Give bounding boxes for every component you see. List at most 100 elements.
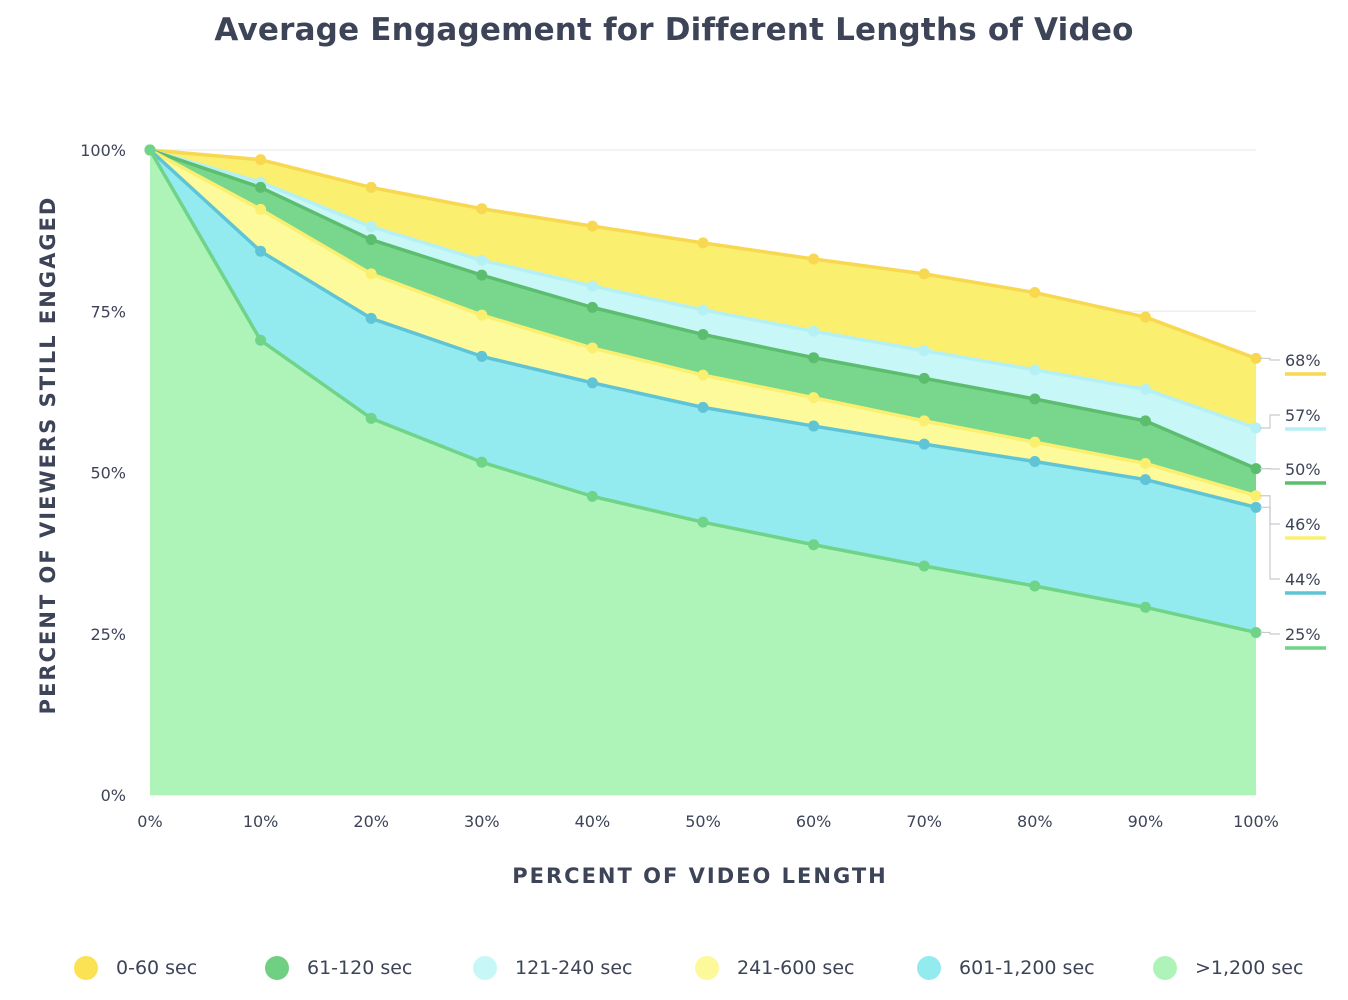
legend-swatch	[265, 956, 289, 980]
x-axis-title: PERCENT OF VIDEO LENGTH	[512, 864, 887, 888]
data-point	[1139, 415, 1151, 427]
data-point	[1250, 352, 1262, 364]
data-point	[918, 268, 930, 280]
data-point	[586, 220, 598, 232]
end-label: 46%	[1285, 515, 1321, 534]
legend-label: 241-600 sec	[737, 957, 855, 979]
data-point	[476, 203, 488, 215]
data-point	[1139, 457, 1151, 469]
data-point	[1029, 456, 1041, 468]
data-point	[808, 253, 820, 265]
data-point	[255, 245, 267, 257]
data-point	[1250, 422, 1262, 434]
data-point	[586, 377, 598, 389]
end-label: 57%	[1285, 406, 1321, 425]
data-point	[1250, 501, 1262, 513]
x-tick-label: 60%	[796, 812, 832, 831]
data-point	[476, 309, 488, 321]
data-point	[918, 438, 930, 450]
data-point	[1029, 580, 1041, 592]
end-label: 25%	[1285, 625, 1321, 644]
leader-line	[1260, 414, 1280, 429]
data-point	[808, 539, 820, 551]
data-point	[918, 415, 930, 427]
legend-swatch	[695, 956, 719, 980]
legend-item: 121-240 sec	[473, 950, 632, 986]
data-point	[365, 312, 377, 324]
data-point	[697, 516, 709, 528]
x-axis-ticks: 0% 10% 20% 30% 40% 50% 60% 70% 80% 90% 100%	[137, 812, 1279, 831]
legend-label: >1,200 sec	[1195, 957, 1304, 979]
leader-line	[1260, 506, 1280, 580]
x-tick-label: 50%	[685, 812, 721, 831]
data-point	[1139, 311, 1151, 323]
x-tick-label: 90%	[1128, 812, 1164, 831]
legend-label: 601-1,200 sec	[959, 957, 1095, 979]
legend-item: 61-120 sec	[265, 950, 412, 986]
data-point	[1029, 364, 1041, 376]
legend-item: 241-600 sec	[695, 950, 854, 986]
data-point	[918, 372, 930, 384]
y-tick-label: 100%	[80, 141, 126, 160]
data-point	[365, 234, 377, 246]
data-point	[476, 350, 488, 362]
data-point	[808, 420, 820, 432]
x-tick-label: 70%	[906, 812, 942, 831]
data-point	[476, 456, 488, 468]
leader-line	[1260, 357, 1280, 361]
area-layers	[150, 150, 1256, 795]
y-tick-label: 50%	[90, 464, 126, 483]
legend: 0-60 sec 61-120 sec 121-240 sec 241-600 sec…	[0, 950, 1348, 986]
data-point	[586, 342, 598, 354]
end-label: 44%	[1285, 570, 1321, 589]
data-point	[365, 221, 377, 233]
end-label: 68%	[1285, 351, 1321, 370]
data-point	[808, 352, 820, 364]
data-point	[1139, 474, 1151, 486]
legend-item: >1,200 sec	[1153, 950, 1303, 986]
data-point	[1139, 383, 1151, 395]
area->1,200 sec	[150, 150, 1256, 795]
y-tick-label: 75%	[90, 302, 126, 321]
data-point	[586, 490, 598, 502]
data-point	[697, 369, 709, 381]
data-point	[255, 334, 267, 346]
legend-label: 0-60 sec	[116, 957, 198, 979]
x-tick-label: 30%	[464, 812, 500, 831]
legend-swatch	[917, 956, 941, 980]
leader-line	[1260, 631, 1280, 635]
x-tick-label: 20%	[353, 812, 389, 831]
data-point	[808, 325, 820, 337]
end-labels: 68% 57% 50% 46% 44% 25%	[1260, 351, 1326, 650]
data-point	[476, 269, 488, 281]
x-tick-label: 10%	[243, 812, 279, 831]
x-tick-label: 0%	[137, 812, 162, 831]
data-point	[1029, 436, 1041, 448]
end-label: 50%	[1285, 460, 1321, 479]
y-axis-title: PERCENT OF VIEWERS STILL ENGAGED	[36, 196, 60, 715]
data-points	[144, 144, 1262, 638]
data-point	[365, 268, 377, 280]
data-point	[697, 304, 709, 316]
x-tick-label: 80%	[1017, 812, 1053, 831]
data-point	[1029, 393, 1041, 405]
data-point	[918, 560, 930, 572]
data-point	[697, 237, 709, 249]
data-point	[144, 144, 156, 156]
data-point	[1250, 463, 1262, 475]
data-point	[918, 345, 930, 357]
legend-item: 601-1,200 sec	[917, 950, 1095, 986]
data-point	[1029, 287, 1041, 299]
data-point	[808, 392, 820, 404]
data-point	[365, 181, 377, 193]
data-point	[586, 301, 598, 313]
legend-swatch	[473, 956, 497, 980]
data-point	[476, 254, 488, 266]
data-point	[1250, 490, 1262, 502]
y-tick-label: 25%	[90, 625, 126, 644]
chart-title: Average Engagement for Different Lengths…	[214, 12, 1134, 48]
x-tick-label: 100%	[1233, 812, 1279, 831]
legend-swatch	[74, 956, 98, 980]
data-point	[697, 328, 709, 340]
chart-plot: 0% 25% 50% 75% 100% 0% 10% 20% 30% 40% 50% 60% 70% 8…	[36, 141, 1326, 888]
